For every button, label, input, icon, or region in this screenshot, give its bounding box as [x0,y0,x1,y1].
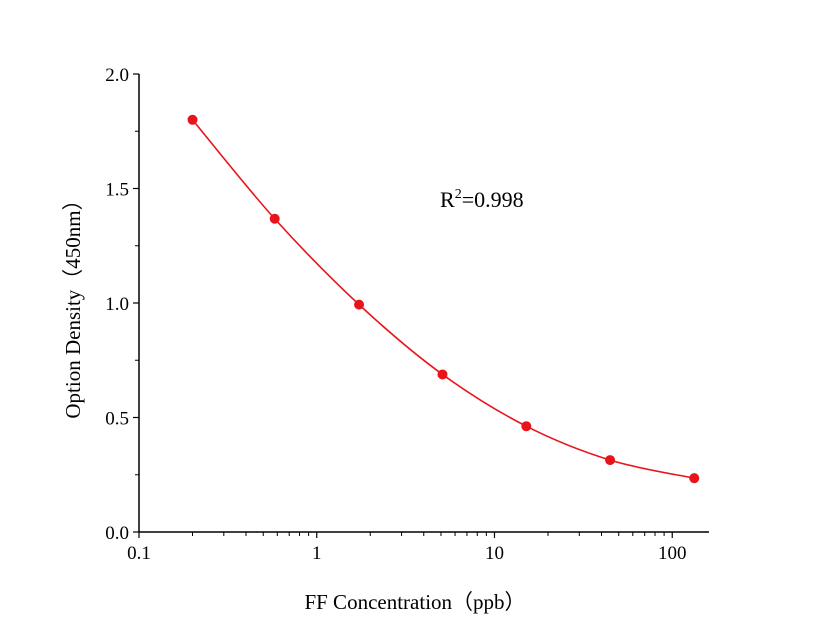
y-axis-label: Option Density（450nm） [61,189,85,418]
x-tick-label: 10 [485,543,504,564]
data-point [269,213,280,224]
data-point [605,455,616,466]
series [187,114,700,484]
y-tick-label: 2.0 [105,65,129,86]
y-tick-label: 0.5 [105,409,129,430]
data-point [437,369,448,380]
ticks: 0.1 1 10 100 0.0 0.5 1.0 1.5 2.0 [105,65,686,564]
x-axis-label: FF Concentration（ppb） [304,590,525,614]
r-squared-annotation: R2=0.998 [440,187,524,212]
data-point [521,421,532,432]
y-tick-label: 0.0 [105,523,129,544]
fit-curve [191,119,695,479]
x-tick-label: 100 [658,543,687,564]
data-point [689,473,700,484]
data-point [187,114,198,125]
x-tick-label: 0.1 [127,543,151,564]
x-tick-label: 1 [312,543,322,564]
data-point [354,299,365,310]
y-tick-label: 1.5 [105,180,129,201]
y-tick-label: 1.0 [105,294,129,315]
